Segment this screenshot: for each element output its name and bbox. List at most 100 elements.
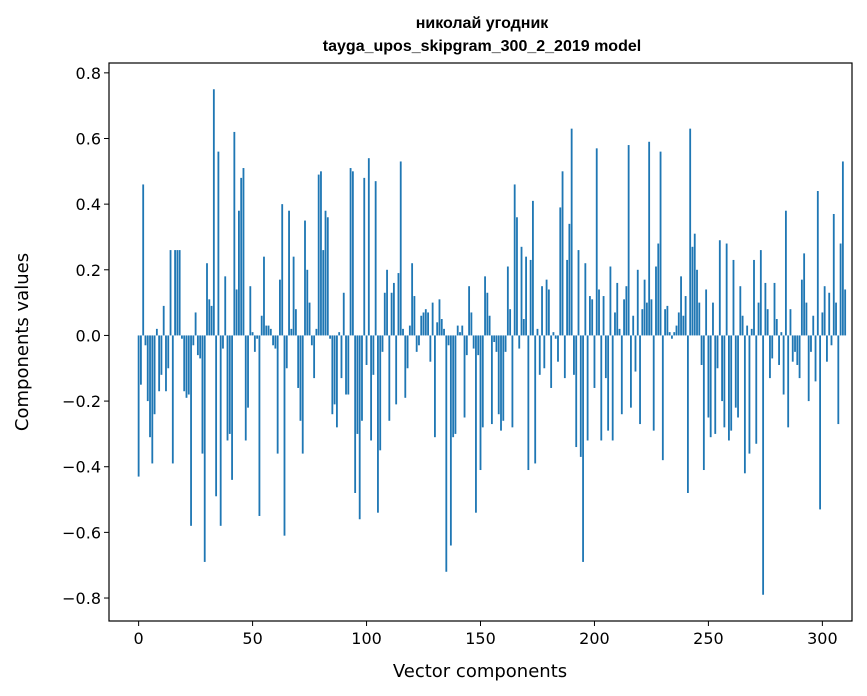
x-tick-label: 200 [579,629,610,648]
x-tick-label: 100 [351,629,382,648]
bar [272,335,275,346]
bar [798,335,801,379]
bar [256,335,259,339]
bar [183,335,186,392]
bar [201,335,204,454]
bar [187,335,190,395]
bar [231,335,233,480]
bar [329,335,331,339]
bar [242,168,245,336]
bar [614,312,616,336]
bar [297,335,300,388]
bar [707,335,710,418]
bar [169,250,172,336]
bar [721,335,723,402]
bar [769,335,771,379]
bar [773,282,776,336]
bar [520,246,523,336]
bar [429,335,432,362]
bar [582,335,584,562]
bar [354,335,357,493]
bar [625,286,628,336]
bar [522,319,525,336]
bar [734,335,737,408]
bar [771,335,774,359]
bar [782,335,785,395]
bar [427,312,429,336]
bar [395,335,398,405]
bar [700,335,703,365]
bar [199,335,202,359]
bar [267,325,270,336]
bar [547,289,550,336]
bar [317,174,320,336]
bar [251,332,254,336]
bar [347,335,350,395]
bar [552,332,555,336]
bar [716,335,719,369]
bar [518,335,521,349]
bar [484,276,486,336]
bar [593,335,596,388]
bar [165,335,167,392]
chart-subtitle: tayga_upos_skipgram_300_2_2019 model [323,38,641,55]
bar [356,335,359,434]
bar [527,335,530,471]
bar [308,302,311,336]
bar [146,335,149,402]
y-tick-label: −0.8 [62,589,101,608]
bar [600,335,603,441]
bar [176,250,179,336]
y-tick-label: 0.6 [76,129,101,148]
bar [158,335,161,392]
bar [673,332,676,336]
bar [595,148,598,336]
bar [778,335,780,365]
bar [351,171,354,336]
bar [479,335,482,471]
y-tick-label: −0.6 [62,523,101,542]
bar [636,269,639,336]
bar [791,335,794,362]
bar [438,299,441,336]
bar [463,335,466,418]
bar [381,335,384,352]
bar [659,151,662,336]
bar [424,309,427,336]
bar [816,191,819,336]
bar [504,335,507,352]
bar [258,335,261,516]
bar [185,335,188,398]
bar [668,332,671,336]
x-axis-ticks: 0 50 100 150 200 250 300 [134,621,838,648]
bar [367,158,370,336]
bar [431,302,434,336]
bar [611,335,614,441]
bar [800,279,803,336]
bar [588,296,591,336]
bar [454,335,457,434]
bar [340,335,343,379]
bar [194,312,197,336]
bar [247,335,249,408]
bar [404,335,407,398]
bar [826,335,828,362]
bar [490,335,493,425]
bar [819,335,821,510]
bar [386,269,388,336]
bar [675,325,678,336]
bar [573,335,575,375]
bar [584,263,587,336]
bar [497,335,500,415]
bar [440,319,443,336]
bar [803,253,806,336]
bar [796,335,799,365]
bar [392,282,395,336]
bar [570,128,573,336]
bar [301,335,304,454]
bar [162,305,165,336]
bar [452,335,455,438]
bar [789,309,792,336]
bar [279,279,281,336]
